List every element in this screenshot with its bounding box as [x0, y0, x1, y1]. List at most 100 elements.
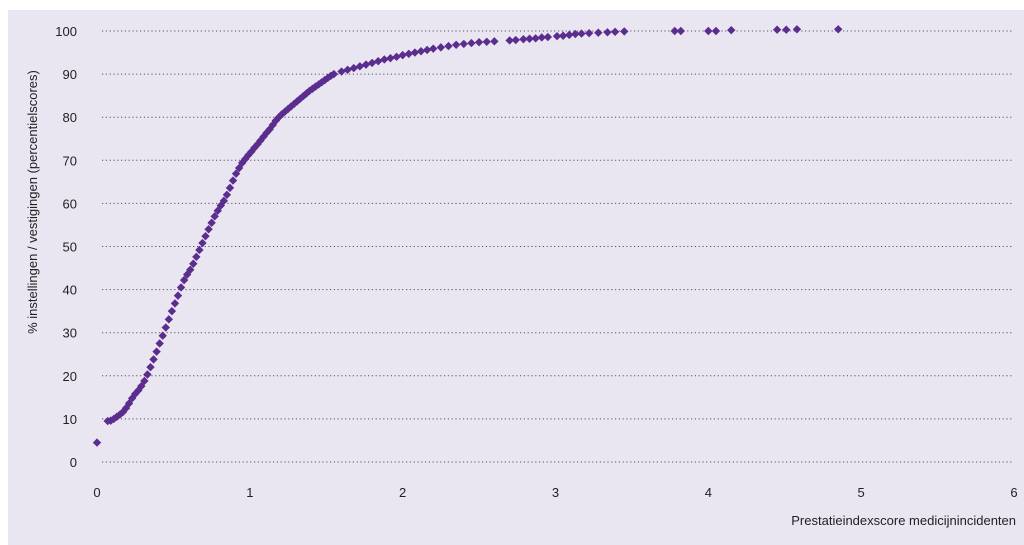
data-point [404, 49, 413, 59]
data-point [552, 31, 562, 41]
data-point [459, 39, 468, 49]
data-point [355, 62, 365, 71]
data-point [670, 26, 679, 36]
data-point [603, 28, 612, 37]
data-point [429, 44, 438, 53]
data-point [121, 403, 131, 413]
data-point [571, 29, 580, 39]
data-point [361, 60, 371, 69]
data-point [329, 69, 339, 79]
data-point [161, 323, 170, 332]
data-point [170, 299, 180, 308]
data-point [302, 89, 311, 98]
data-point [490, 37, 499, 46]
data-point [149, 355, 158, 364]
data-point [158, 331, 167, 340]
y-tick-label: 50 [63, 240, 77, 255]
data-point [584, 28, 594, 38]
data-point [262, 128, 271, 137]
data-point [198, 238, 207, 248]
data-point [140, 376, 149, 386]
x-tick-labels: 0 1 2 3 4 5 6 [93, 485, 1017, 500]
data-point [398, 50, 407, 60]
data-point [380, 55, 389, 64]
data-point [222, 190, 232, 199]
data-point [444, 41, 453, 51]
data-point [143, 370, 152, 379]
header-strip [0, 0, 1024, 10]
data-point [186, 265, 195, 274]
data-point [349, 63, 358, 73]
data-point [594, 28, 603, 37]
data-point [286, 102, 296, 111]
data-point [727, 25, 736, 35]
data-point [610, 27, 620, 37]
data-point [792, 25, 802, 34]
data-point [176, 283, 186, 292]
data-point [374, 56, 383, 66]
y-tick-label: 20 [63, 369, 77, 384]
data-point [558, 31, 568, 40]
data-point [189, 259, 198, 268]
gridlines [102, 30, 1014, 463]
data-point [467, 38, 476, 48]
data-point [164, 315, 174, 324]
x-tick-label: 5 [858, 485, 865, 500]
x-axis-label: Prestatieindexscore medicijnincidenten [791, 513, 1016, 528]
data-point [207, 218, 216, 227]
data-point [271, 116, 281, 125]
y-tick-label: 10 [63, 412, 77, 427]
data-point [155, 339, 164, 348]
chart-panel [8, 10, 1024, 545]
y-tick-label: 30 [63, 326, 77, 341]
data-point [565, 30, 574, 40]
data-point [537, 33, 546, 42]
y-tick-label: 80 [63, 110, 77, 125]
data-point [386, 53, 395, 63]
x-tick-label: 0 [93, 485, 100, 500]
data-point [772, 25, 782, 34]
data-point [577, 29, 586, 38]
data-point [436, 43, 446, 52]
data-point [225, 183, 235, 193]
data-point [511, 35, 520, 45]
data-point [204, 225, 213, 234]
data-point [620, 27, 629, 36]
data-point [265, 125, 274, 134]
data-point [474, 38, 484, 47]
data-point [525, 34, 534, 43]
y-axis-label: % instellingen / vestigingen (percentiel… [25, 70, 40, 334]
data-point [343, 65, 352, 74]
data-points [92, 25, 843, 447]
data-point [195, 245, 204, 255]
data-point [392, 52, 401, 62]
x-tick-label: 3 [552, 485, 559, 500]
data-point [676, 26, 686, 36]
y-tick-labels: 0 10 20 30 40 50 60 70 80 90 100 [55, 24, 77, 470]
data-point [367, 58, 377, 68]
data-point [146, 362, 155, 372]
y-tick-label: 100 [55, 24, 77, 39]
data-point [543, 32, 553, 42]
data-point [167, 306, 177, 316]
data-point [519, 34, 528, 44]
data-point [192, 252, 201, 262]
data-point [782, 25, 791, 34]
data-point [711, 26, 721, 36]
data-point [201, 231, 210, 241]
data-point [173, 291, 183, 300]
y-tick-label: 90 [63, 67, 77, 82]
data-point [92, 438, 102, 447]
data-point [179, 275, 189, 285]
data-point [451, 40, 461, 49]
x-tick-label: 1 [246, 485, 253, 500]
data-point [228, 176, 238, 185]
data-point [219, 196, 229, 206]
data-point [416, 47, 426, 56]
data-point [410, 48, 420, 57]
data-point [210, 212, 219, 221]
x-tick-label: 6 [1010, 485, 1017, 500]
y-tick-label: 40 [63, 283, 77, 298]
data-point [531, 34, 540, 43]
